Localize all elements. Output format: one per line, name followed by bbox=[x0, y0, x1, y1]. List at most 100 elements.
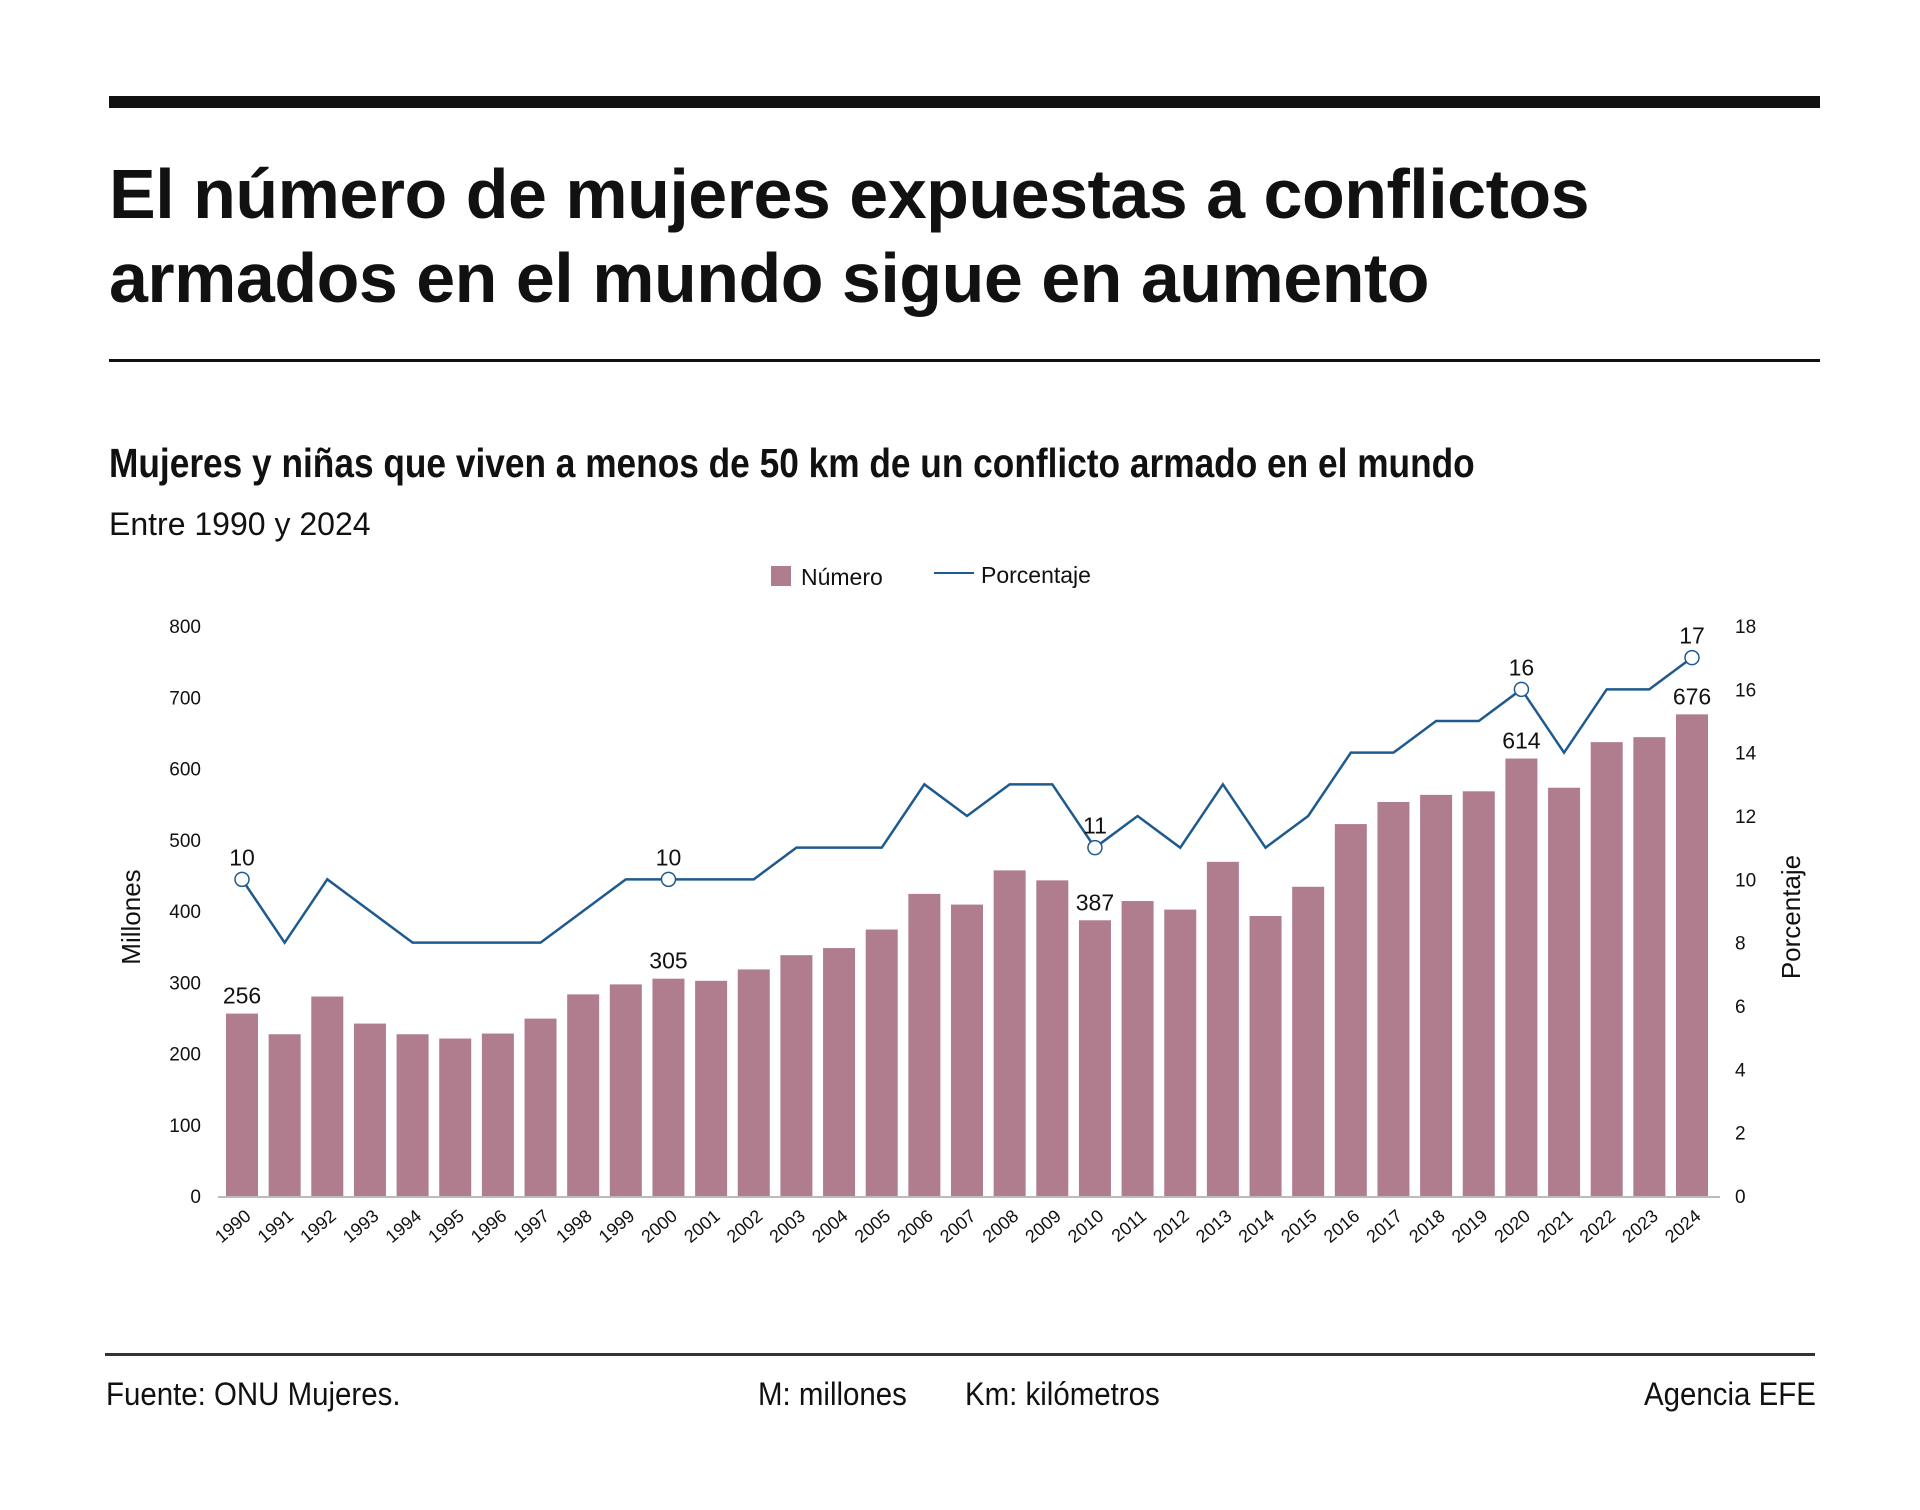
y2-tick-label: 2 bbox=[1735, 1124, 1746, 1145]
bar-1998 bbox=[567, 994, 600, 1196]
x-tick-label: 2023 bbox=[1618, 1206, 1662, 1247]
bar-2012 bbox=[1164, 909, 1197, 1196]
bar-label-1990: 256 bbox=[223, 983, 261, 1009]
divider bbox=[109, 359, 1820, 362]
bar-2021 bbox=[1548, 787, 1581, 1196]
x-tick-label: 2014 bbox=[1235, 1206, 1279, 1247]
y-tick-label: 0 bbox=[190, 1187, 201, 1208]
bar-1999 bbox=[609, 984, 642, 1196]
y2-tick-label: 4 bbox=[1735, 1060, 1746, 1081]
y-tick-label: 800 bbox=[169, 617, 201, 638]
bar-2011 bbox=[1121, 901, 1154, 1196]
bar-label-2010: 387 bbox=[1076, 889, 1114, 915]
bar-1994 bbox=[396, 1034, 429, 1196]
y2-tick-label: 8 bbox=[1735, 934, 1746, 955]
x-tick-label: 2002 bbox=[723, 1206, 767, 1247]
chart-title: Mujeres y niñas que viven a menos de 50 … bbox=[109, 440, 1475, 486]
x-tick-label: 2022 bbox=[1576, 1206, 1620, 1247]
bar-2020 bbox=[1505, 758, 1538, 1196]
bar-2007 bbox=[951, 904, 983, 1196]
x-tick-label: 2013 bbox=[1192, 1206, 1236, 1247]
x-tick-label: 1997 bbox=[510, 1206, 554, 1247]
bar-1992 bbox=[311, 996, 344, 1196]
page-title: El número de mujeres expuestas a conflic… bbox=[109, 152, 1820, 320]
bar-2017 bbox=[1377, 801, 1410, 1196]
title-line-1: El número de mujeres expuestas a conflic… bbox=[109, 155, 1590, 233]
bar-2001 bbox=[695, 980, 728, 1196]
x-tick-label: 1995 bbox=[424, 1206, 468, 1247]
x-tick-label: 2004 bbox=[808, 1206, 852, 1247]
y2-tick-label: 10 bbox=[1735, 870, 1756, 891]
bar-2003 bbox=[780, 955, 813, 1196]
line-marker-2024 bbox=[1684, 649, 1700, 666]
x-tick-label: 2003 bbox=[765, 1206, 809, 1247]
bar-2000 bbox=[652, 978, 685, 1196]
source-text: Fuente: ONU Mujeres. bbox=[106, 1376, 401, 1412]
x-tick-label: 2011 bbox=[1108, 1206, 1151, 1246]
bar-label-2000: 305 bbox=[649, 948, 687, 974]
bar-2022 bbox=[1590, 742, 1623, 1196]
bar-1996 bbox=[481, 1033, 514, 1196]
line-label-2020: 16 bbox=[1509, 654, 1535, 680]
y-tick-label: 400 bbox=[169, 902, 201, 923]
bar-1991 bbox=[268, 1034, 301, 1196]
line-marker-2000 bbox=[660, 871, 677, 888]
line-label-2010: 11 bbox=[1083, 813, 1107, 839]
x-tick-label: 2016 bbox=[1320, 1206, 1364, 1247]
x-tick-label: 2018 bbox=[1405, 1206, 1449, 1247]
x-tick-label: 1990 bbox=[211, 1206, 255, 1247]
chart-subtitle: Entre 1990 y 2024 bbox=[109, 506, 371, 542]
x-tick-label: 2007 bbox=[936, 1206, 980, 1247]
bar-1990 bbox=[226, 1013, 258, 1196]
y2-tick-label: 0 bbox=[1735, 1187, 1746, 1208]
y2-axis-label: Porcentaje bbox=[1776, 855, 1806, 979]
bar-2004 bbox=[823, 948, 856, 1196]
legend-label-numero: Número bbox=[801, 564, 883, 590]
agency-credit: Agencia EFE bbox=[1644, 1376, 1816, 1412]
bar-label-2024: 676 bbox=[1673, 683, 1711, 709]
bar-2006 bbox=[908, 893, 941, 1196]
bar-2005 bbox=[865, 929, 898, 1196]
bar-2009 bbox=[1036, 880, 1069, 1196]
x-tick-label: 2021 bbox=[1533, 1206, 1577, 1247]
bar-2016 bbox=[1334, 824, 1367, 1196]
line-marker-2020 bbox=[1513, 681, 1530, 698]
y2-tick-label: 14 bbox=[1735, 744, 1757, 765]
y-tick-label: 500 bbox=[169, 831, 201, 852]
bar-1997 bbox=[524, 1018, 557, 1196]
line-porcentaje bbox=[240, 656, 1693, 945]
x-tick-label: 2006 bbox=[893, 1206, 937, 1247]
x-tick-label: 1991 bbox=[254, 1206, 298, 1247]
y-tick-label: 200 bbox=[169, 1045, 201, 1066]
x-tick-label: 2020 bbox=[1490, 1206, 1534, 1247]
legend-label-porcentaje: Porcentaje bbox=[981, 562, 1091, 588]
x-tick-label: 2000 bbox=[638, 1206, 682, 1247]
x-tick-label: 2017 bbox=[1363, 1206, 1407, 1247]
legend-swatch-numero bbox=[771, 566, 791, 586]
y2-tick-label: 6 bbox=[1735, 997, 1746, 1018]
bar-2014 bbox=[1249, 915, 1282, 1196]
y-tick-label: 100 bbox=[169, 1116, 201, 1137]
y-tick-label: 700 bbox=[169, 688, 201, 709]
line-label-2000: 10 bbox=[656, 844, 682, 870]
top-bar bbox=[109, 96, 1820, 108]
x-tick-label: 2009 bbox=[1021, 1206, 1065, 1247]
line-marker-2010 bbox=[1087, 839, 1103, 856]
bar-2002 bbox=[737, 969, 770, 1196]
bar-1995 bbox=[439, 1038, 472, 1196]
x-tick-label: 2005 bbox=[851, 1206, 895, 1247]
bar-2010 bbox=[1078, 920, 1111, 1196]
x-tick-label: 1994 bbox=[382, 1206, 426, 1247]
bar-2018 bbox=[1420, 794, 1453, 1196]
title-line-2: armados en el mundo sigue en aumento bbox=[109, 239, 1430, 317]
x-tick-label: 2008 bbox=[979, 1206, 1023, 1247]
bar-label-2020: 614 bbox=[1502, 728, 1541, 754]
bar-2008 bbox=[993, 870, 1026, 1196]
bar-2024 bbox=[1676, 714, 1708, 1196]
x-tick-label: 2010 bbox=[1064, 1206, 1108, 1247]
y2-tick-label: 16 bbox=[1735, 680, 1756, 701]
footer-divider bbox=[105, 1353, 1815, 1356]
y-tick-label: 300 bbox=[169, 973, 201, 994]
x-tick-label: 2019 bbox=[1448, 1206, 1492, 1247]
